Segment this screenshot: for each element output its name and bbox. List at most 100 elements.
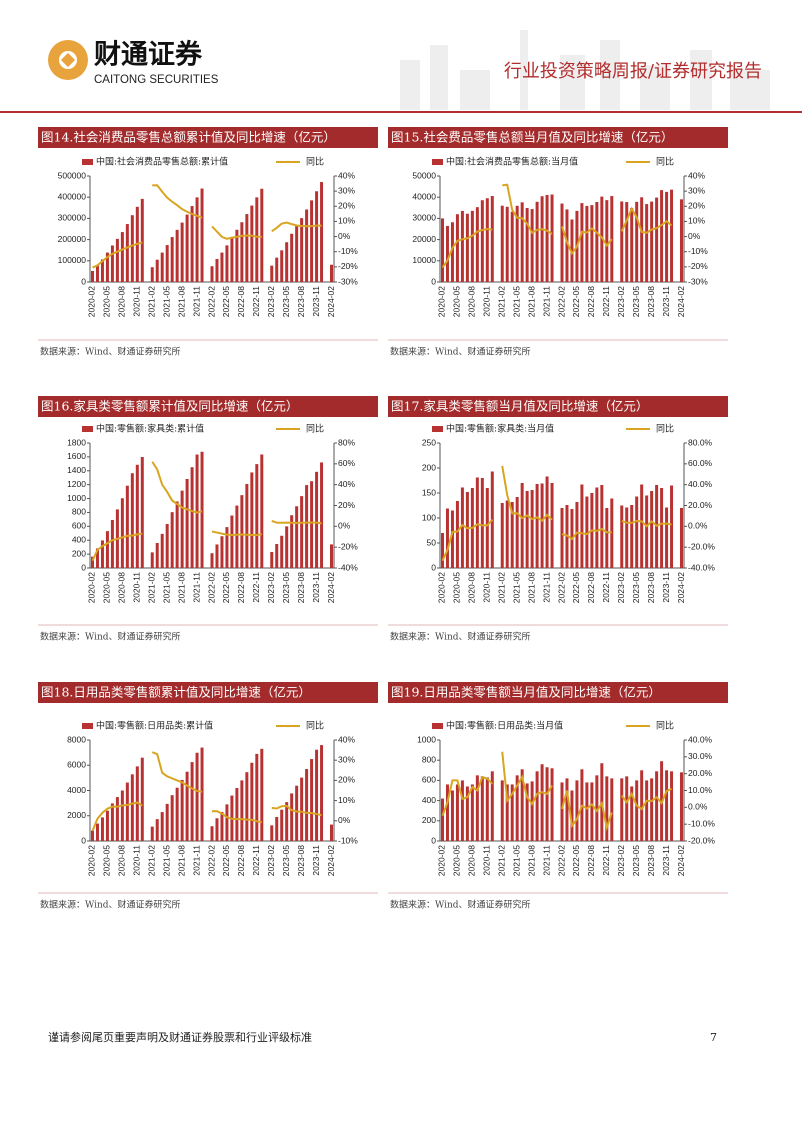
x-tick-label: 2020-05 xyxy=(102,572,112,603)
bar xyxy=(455,501,459,568)
legend-label: 同比 xyxy=(306,156,324,168)
bar xyxy=(310,200,314,282)
logo-cn: 财通证券 xyxy=(94,39,203,71)
bar xyxy=(260,454,264,568)
y-tick-label: 0 xyxy=(81,835,86,845)
x-tick-label: 2021-02 xyxy=(146,845,156,876)
bar xyxy=(540,196,544,282)
x-tick-label: 2021-02 xyxy=(146,572,156,603)
x-tick-label: 2020-08 xyxy=(467,572,477,603)
bar xyxy=(640,197,644,282)
bar xyxy=(525,207,529,282)
y2-tick-label: 20% xyxy=(688,201,705,211)
source: 数据来源：Wind、财通证券研究所 xyxy=(390,899,531,911)
x-tick-label: 2020-11 xyxy=(132,845,142,876)
y2-tick-label: 40.0% xyxy=(688,734,713,744)
x-tick-label: 2021-11 xyxy=(541,286,551,317)
x-tick-label: 2023-08 xyxy=(646,286,656,317)
source: 数据来源：Wind、财通证券研究所 xyxy=(40,631,181,643)
bar xyxy=(315,749,319,841)
x-tick-label: 2021-02 xyxy=(146,286,156,317)
x-tick-label: 2022-05 xyxy=(571,845,581,876)
y2-tick-label: 40% xyxy=(338,170,355,180)
bar xyxy=(490,771,494,841)
bar xyxy=(100,259,104,282)
bar xyxy=(290,233,294,282)
bar xyxy=(630,786,634,841)
bar xyxy=(160,533,164,568)
bar xyxy=(160,252,164,282)
bar xyxy=(535,201,539,282)
x-tick-label: 2023-05 xyxy=(631,572,641,603)
bar xyxy=(175,787,179,841)
bar xyxy=(285,242,289,282)
x-tick-label: 2021-08 xyxy=(176,572,186,603)
bar xyxy=(535,771,539,841)
x-tick-label: 2021-11 xyxy=(191,845,201,876)
x-tick-label: 2022-02 xyxy=(206,845,216,876)
bar xyxy=(120,498,124,568)
bar xyxy=(195,197,199,282)
bar xyxy=(665,191,669,282)
bar xyxy=(270,825,274,841)
bar xyxy=(170,512,174,568)
bar xyxy=(215,818,219,841)
bar xyxy=(115,238,119,282)
bar xyxy=(680,772,684,841)
bar xyxy=(270,265,274,282)
x-tick-label: 2020-08 xyxy=(467,845,477,876)
bar xyxy=(625,507,629,568)
bar xyxy=(610,778,614,841)
caption: 图17.家具类零售额当月值及同比增速（亿元） xyxy=(391,399,648,414)
x-tick-label: 2021-08 xyxy=(526,845,536,876)
y-tick-label: 800 xyxy=(422,754,436,764)
bar xyxy=(220,536,224,568)
bar xyxy=(490,471,494,568)
bar xyxy=(190,762,194,841)
source: 数据来源：Wind、财通证券研究所 xyxy=(390,631,531,643)
y2-tick-label: -10% xyxy=(338,835,358,845)
x-tick-label: 2020-11 xyxy=(482,286,492,317)
bar xyxy=(140,198,144,282)
y-tick-label: 400000 xyxy=(58,191,87,201)
bar xyxy=(120,790,124,841)
x-tick-label: 2022-08 xyxy=(236,286,246,317)
bar xyxy=(550,194,554,282)
bar xyxy=(525,491,529,568)
bar xyxy=(590,782,594,841)
bar xyxy=(220,811,224,841)
x-tick-label: 2020-05 xyxy=(452,572,462,603)
x-tick-label: 2023-02 xyxy=(266,572,276,603)
legend-label: 中国:社会消费品零售总额:当月值 xyxy=(446,156,578,168)
bar xyxy=(315,191,319,282)
bar xyxy=(575,502,579,568)
bar xyxy=(210,553,214,568)
x-tick-label: 2022-02 xyxy=(556,845,566,876)
y2-tick-label: -10.0% xyxy=(688,818,715,828)
logo-icon xyxy=(48,40,88,80)
x-tick-label: 2024-02 xyxy=(326,286,336,317)
x-tick-label: 2022-05 xyxy=(221,845,231,876)
x-tick-label: 2020-11 xyxy=(482,845,492,876)
x-tick-label: 2020-08 xyxy=(117,572,127,603)
bar xyxy=(560,508,564,568)
y-tick-label: 800 xyxy=(72,507,86,517)
bar xyxy=(275,817,279,841)
bar xyxy=(125,782,129,841)
bar xyxy=(670,771,674,841)
bar xyxy=(165,523,169,568)
bar xyxy=(305,769,309,841)
bar xyxy=(670,485,674,568)
y2-tick-label: 60.0% xyxy=(688,458,713,468)
bar xyxy=(580,769,584,841)
y-tick-label: 400 xyxy=(72,534,86,544)
y-tick-label: 100 xyxy=(422,512,436,522)
legend-label: 同比 xyxy=(656,423,674,435)
legend-label: 中国:零售额:日用品类:当月值 xyxy=(446,720,563,732)
bar xyxy=(330,264,334,282)
bar xyxy=(510,784,514,841)
y-tick-label: 200 xyxy=(72,548,86,558)
bar xyxy=(450,790,454,841)
bar xyxy=(545,767,549,841)
x-tick-label: 2021-08 xyxy=(526,286,536,317)
